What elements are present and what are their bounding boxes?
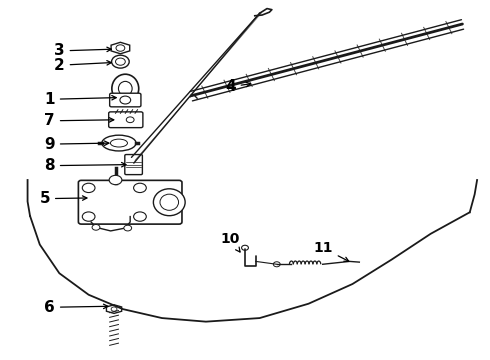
Circle shape xyxy=(120,96,131,104)
FancyBboxPatch shape xyxy=(125,154,143,175)
Text: 3: 3 xyxy=(54,44,111,58)
Ellipse shape xyxy=(153,189,185,216)
Circle shape xyxy=(273,262,280,267)
Circle shape xyxy=(116,58,125,65)
Polygon shape xyxy=(106,305,122,314)
Text: 1: 1 xyxy=(44,92,116,107)
Ellipse shape xyxy=(110,139,127,147)
Circle shape xyxy=(92,225,100,230)
Text: 10: 10 xyxy=(220,232,240,252)
Circle shape xyxy=(109,175,122,185)
Circle shape xyxy=(82,183,95,193)
Text: 4: 4 xyxy=(225,79,251,94)
Text: 8: 8 xyxy=(44,158,126,173)
Text: 7: 7 xyxy=(44,113,114,128)
Ellipse shape xyxy=(119,81,132,96)
Circle shape xyxy=(112,55,129,68)
Text: 5: 5 xyxy=(39,191,87,206)
FancyBboxPatch shape xyxy=(78,180,182,224)
Text: 2: 2 xyxy=(54,58,111,73)
Text: 11: 11 xyxy=(314,241,349,261)
Circle shape xyxy=(126,117,134,123)
Ellipse shape xyxy=(102,135,136,151)
Circle shape xyxy=(124,225,132,231)
Text: 9: 9 xyxy=(44,137,109,152)
Circle shape xyxy=(82,212,95,221)
Polygon shape xyxy=(111,42,130,54)
Circle shape xyxy=(134,183,147,193)
Ellipse shape xyxy=(160,194,178,210)
FancyBboxPatch shape xyxy=(109,112,143,128)
Circle shape xyxy=(116,45,125,51)
Circle shape xyxy=(242,245,248,250)
FancyBboxPatch shape xyxy=(110,93,141,107)
Circle shape xyxy=(111,307,117,311)
Text: 6: 6 xyxy=(44,300,108,315)
Circle shape xyxy=(134,212,147,221)
